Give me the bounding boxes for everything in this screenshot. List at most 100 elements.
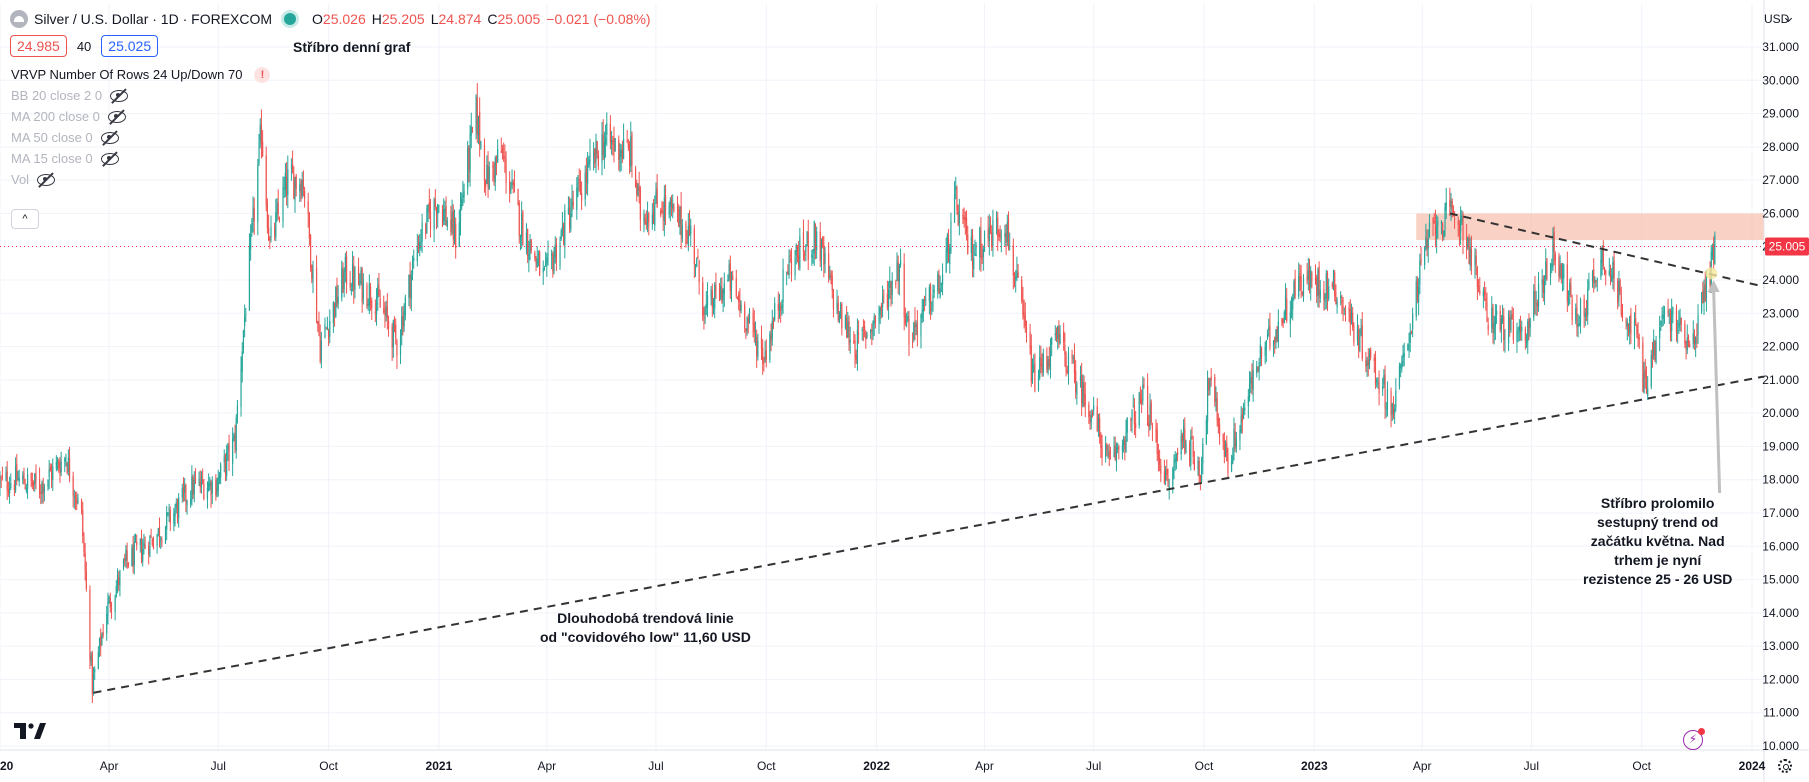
candle-body <box>786 271 788 273</box>
candle-body <box>1041 363 1043 370</box>
candle-body <box>1334 272 1336 297</box>
candle-body <box>727 279 729 282</box>
candle-body <box>345 256 348 285</box>
candle-body <box>1300 276 1302 292</box>
candle-body <box>1210 376 1212 381</box>
indicator-vrvp[interactable]: VRVP Number Of Rows 24 Up/Down 70 ! <box>11 64 271 85</box>
candle-body <box>637 184 639 197</box>
candle-body <box>991 232 993 248</box>
candle-body <box>1250 377 1252 384</box>
candle-body <box>139 538 141 546</box>
candle-body <box>1560 263 1562 278</box>
candle-body <box>312 269 314 283</box>
candle-body <box>1081 375 1083 404</box>
warning-icon[interactable]: ! <box>254 66 271 83</box>
candle-body <box>1705 272 1708 299</box>
candle-body <box>90 655 92 663</box>
sell-button[interactable]: 24.985 <box>10 35 67 57</box>
indicator-vol[interactable]: Vol <box>11 169 270 190</box>
candle-body <box>579 180 582 195</box>
candle-body <box>1063 331 1065 343</box>
candle-body <box>1460 219 1462 232</box>
chart-title-annotation[interactable]: Stříbro denní graf <box>293 39 411 55</box>
candle-body <box>1445 202 1447 211</box>
flash-icon[interactable]: ⚡ <box>1683 728 1705 750</box>
collapse-indicators-button[interactable]: ^ <box>11 209 39 229</box>
candle-body <box>1644 369 1646 379</box>
candle-body <box>1266 332 1269 339</box>
eye-hidden-icon[interactable] <box>107 110 126 123</box>
candle-body <box>890 284 892 299</box>
candle-body <box>1427 237 1429 249</box>
candle-body <box>823 244 825 265</box>
candle-body <box>160 538 162 541</box>
candle-body <box>1609 272 1612 278</box>
eye-hidden-icon[interactable] <box>110 89 129 102</box>
candle-body <box>483 144 486 182</box>
breakout-annotation[interactable]: Stříbro prolomilo sestupný trend od začá… <box>1583 494 1732 589</box>
candle-body <box>1142 384 1144 401</box>
candle-body <box>1123 438 1125 446</box>
tradingview-logo-icon[interactable] <box>14 723 46 739</box>
candle-body <box>634 168 637 186</box>
price-tick-label: 16.000 <box>1762 539 1799 553</box>
candle-body <box>1058 326 1060 343</box>
candle-body <box>891 280 893 296</box>
gear-icon[interactable] <box>1778 759 1792 773</box>
indicator-ma50[interactable]: MA 50 close 0 <box>11 127 270 148</box>
candle-body <box>1412 313 1414 330</box>
indicator-ma15[interactable]: MA 15 close 0 <box>11 148 270 169</box>
buy-button[interactable]: 25.025 <box>101 35 159 57</box>
candle-body <box>55 461 57 469</box>
candle-body <box>1570 285 1572 297</box>
candle-body <box>528 254 530 260</box>
candle-body <box>895 282 897 285</box>
candle-body <box>732 275 734 280</box>
candle-body <box>307 201 309 215</box>
indicator-label: VRVP Number Of Rows 24 Up/Down 70 <box>11 67 243 82</box>
candle-body <box>1440 221 1443 224</box>
candle-body <box>1479 290 1481 294</box>
indicator-ma200[interactable]: MA 200 close 0 <box>11 106 270 127</box>
candle-body <box>967 234 969 254</box>
candle-body <box>576 187 578 210</box>
eye-hidden-icon[interactable] <box>37 173 56 186</box>
candle-body <box>914 319 916 328</box>
candle-body <box>1289 312 1291 324</box>
candle-body <box>1534 287 1536 302</box>
candle-body <box>97 651 99 669</box>
candle-body <box>561 226 564 232</box>
price-tick-label: 15.000 <box>1762 573 1799 587</box>
symbol-title[interactable]: Silver / U.S. Dollar · 1D · FOREXCOM <box>34 11 273 27</box>
eye-hidden-icon[interactable] <box>100 152 119 165</box>
candle-body <box>747 318 749 324</box>
currency-select[interactable]: USD <box>1761 9 1797 29</box>
candle-body <box>268 228 270 241</box>
trendline-annotation[interactable]: Dlouhodobá trendová linie od "covidového… <box>540 609 751 647</box>
candle-body <box>77 496 79 503</box>
indicator-bb[interactable]: BB 20 close 2 0 <box>11 85 270 106</box>
candle-body <box>1637 335 1639 340</box>
candle-body <box>1695 337 1697 345</box>
candle-body <box>1290 306 1293 315</box>
candle-body <box>570 213 572 230</box>
candle-body <box>206 488 209 500</box>
candle-body <box>488 166 490 190</box>
candle-body <box>610 139 613 145</box>
candle-body <box>300 186 302 198</box>
candle-body <box>1636 325 1638 335</box>
candle-body <box>1115 446 1118 463</box>
candle-body <box>1567 298 1570 304</box>
candle-body <box>740 304 742 311</box>
candle-body <box>722 290 724 301</box>
candle-body <box>13 484 15 491</box>
eye-hidden-icon[interactable] <box>100 131 119 144</box>
candle-body <box>584 172 586 200</box>
candle-body <box>1096 406 1098 432</box>
candle-body <box>259 125 261 141</box>
candle-body <box>1168 486 1170 489</box>
candle-body <box>931 308 933 310</box>
symbol-legend[interactable]: Silver / U.S. Dollar · 1D · FOREXCOM O 2… <box>10 8 651 30</box>
candle-body <box>110 608 113 610</box>
